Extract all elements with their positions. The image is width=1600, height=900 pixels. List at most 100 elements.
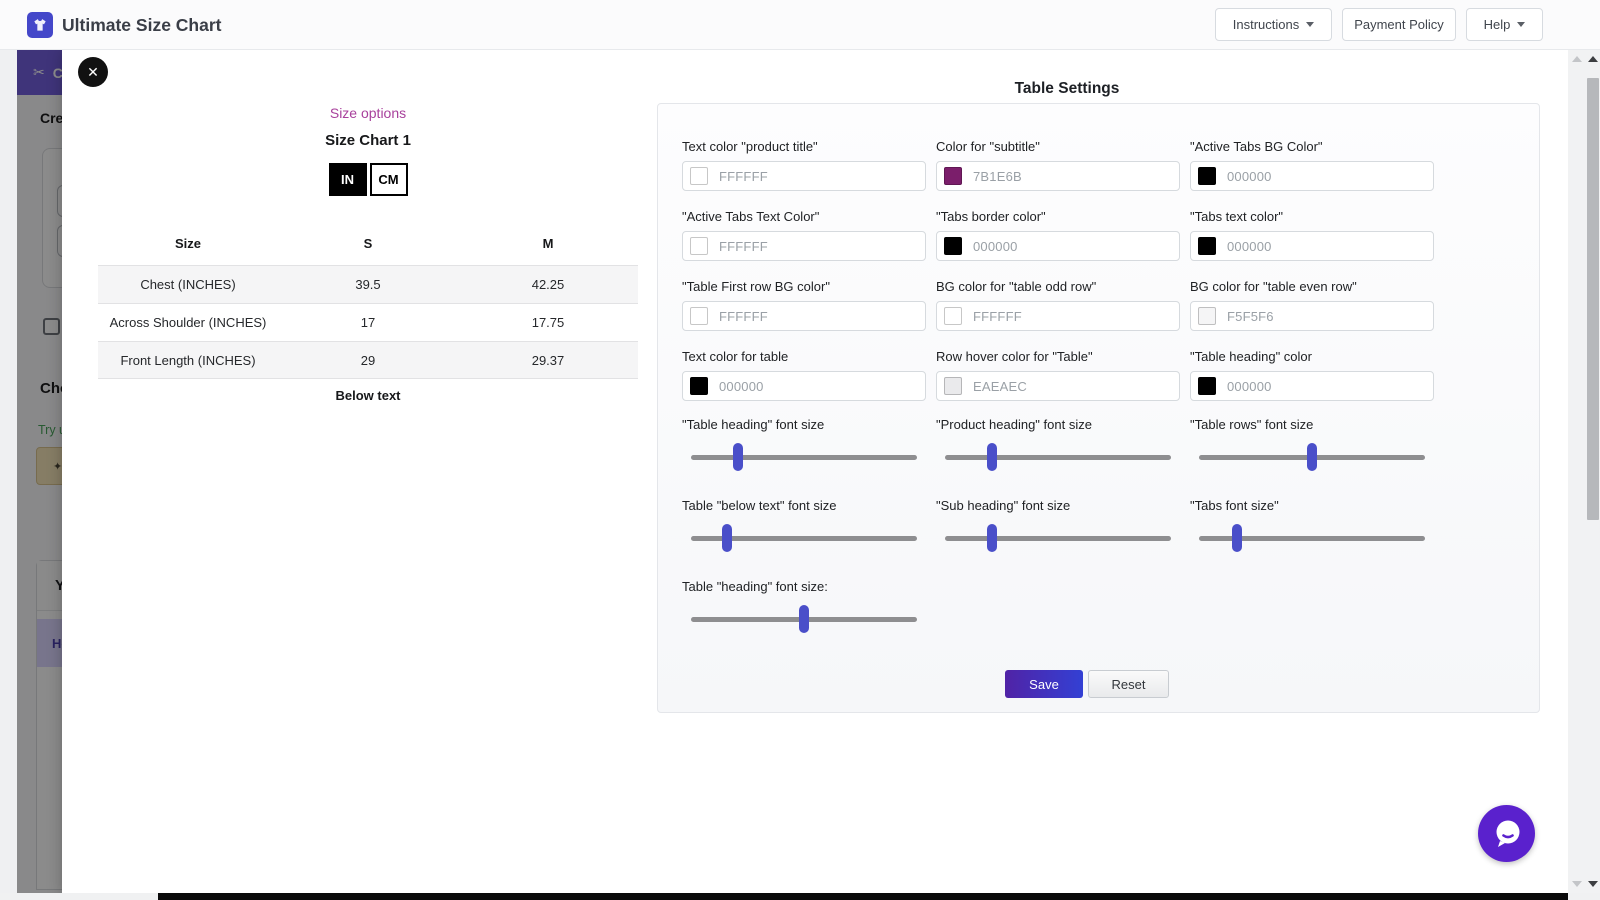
background-try-link: Try u <box>38 423 67 437</box>
save-button[interactable]: Save <box>1005 670 1083 698</box>
background-create-label: Cre <box>40 110 64 126</box>
tab-centimeters[interactable]: CM <box>369 163 408 196</box>
slider-track[interactable] <box>691 536 917 541</box>
color-hex-value: F5F5F6 <box>1227 308 1274 324</box>
settings-actions: Save Reset <box>1005 670 1169 698</box>
chevron-down-icon <box>1517 22 1526 27</box>
slider-label: Table "heading" font size: <box>682 579 828 594</box>
preview-table-body: Chest (INCHES) 39.5 42.25 Across Shoulde… <box>98 265 638 379</box>
measurement-name: Chest (INCHES) <box>140 277 236 292</box>
color-field: "Active Tabs BG Color" 000000 <box>1190 139 1434 191</box>
preview-title: Size Chart 1 <box>325 132 411 149</box>
slider-track[interactable] <box>945 455 1171 460</box>
color-field: BG color for "table odd row" FFFFFF <box>936 279 1180 331</box>
scroll-down-icon[interactable] <box>1588 881 1598 887</box>
color-field-label: "Tabs border color" <box>936 209 1046 224</box>
font-size-field: Table "heading" font size: <box>682 579 926 633</box>
scroll-up-icon[interactable] <box>1572 56 1582 62</box>
preview-table: Size S M Chest (INCHES) 39.5 42.25 Acros… <box>98 222 638 379</box>
font-size-field: Table "below text" font size <box>682 498 926 552</box>
slider-track[interactable] <box>945 536 1171 541</box>
payment-policy-button[interactable]: Payment Policy <box>1342 8 1456 41</box>
slider-label: "Table heading" font size <box>682 417 825 432</box>
color-swatch[interactable] <box>690 237 708 255</box>
color-swatch[interactable] <box>690 377 708 395</box>
font-size-field: "Table rows" font size <box>1190 417 1434 471</box>
color-input[interactable]: F5F5F6 <box>1190 301 1434 331</box>
color-hex-value: 000000 <box>973 238 1018 254</box>
close-button[interactable]: ✕ <box>78 57 108 87</box>
slider-thumb[interactable] <box>987 443 998 471</box>
font-size-slider[interactable] <box>691 443 917 471</box>
color-field: "Table heading" color 000000 <box>1190 349 1434 401</box>
color-field-label: "Active Tabs BG Color" <box>1190 139 1323 154</box>
size-s-value: 17 <box>360 315 376 330</box>
vertical-scrollbar[interactable] <box>1568 50 1600 893</box>
chat-bubble-icon <box>1496 820 1519 847</box>
color-hex-value: FFFFFF <box>719 168 768 184</box>
color-field: "Tabs border color" 000000 <box>936 209 1180 261</box>
measurement-name: Front Length (INCHES) <box>120 352 256 368</box>
color-swatch[interactable] <box>1198 307 1216 325</box>
color-swatch[interactable] <box>690 167 708 185</box>
color-field: BG color for "table even row" F5F5F6 <box>1190 279 1434 331</box>
slider-thumb[interactable] <box>987 524 998 552</box>
font-size-slider[interactable] <box>691 605 917 633</box>
color-swatch[interactable] <box>1198 377 1216 395</box>
color-fields-grid: Text color "product title" FFFFFF Color … <box>682 139 1434 401</box>
color-swatch[interactable] <box>944 167 962 185</box>
color-swatch[interactable] <box>1198 237 1216 255</box>
slider-track[interactable] <box>1199 536 1425 541</box>
scroll-up-icon[interactable] <box>1588 56 1598 62</box>
slider-thumb[interactable] <box>722 524 733 552</box>
color-input[interactable]: FFFFFF <box>936 301 1180 331</box>
color-swatch[interactable] <box>944 377 962 395</box>
color-field: "Table First row BG color" FFFFFF <box>682 279 926 331</box>
slider-thumb[interactable] <box>1232 524 1243 552</box>
color-input[interactable]: EAEAEC <box>936 371 1180 401</box>
color-field: Text color for table 000000 <box>682 349 926 401</box>
scroll-down-icon[interactable] <box>1572 881 1582 887</box>
slider-track[interactable] <box>691 455 917 460</box>
horizontal-scrollbar-thumb[interactable] <box>158 893 1568 900</box>
color-hex-value: FFFFFF <box>719 308 768 324</box>
font-size-slider[interactable] <box>1199 443 1425 471</box>
page-gutter <box>0 50 17 893</box>
table-row: Chest (INCHES) 39.5 42.25 <box>98 265 638 303</box>
color-input[interactable]: 000000 <box>682 371 926 401</box>
color-input[interactable]: 000000 <box>1190 161 1434 191</box>
color-swatch[interactable] <box>944 307 962 325</box>
column-header: Size <box>174 236 201 251</box>
horizontal-scrollbar[interactable] <box>0 893 1600 900</box>
color-swatch[interactable] <box>690 307 708 325</box>
chat-widget-button[interactable] <box>1478 805 1535 862</box>
color-input[interactable]: 000000 <box>936 231 1180 261</box>
color-input[interactable]: FFFFFF <box>682 161 926 191</box>
reset-button[interactable]: Reset <box>1088 670 1169 698</box>
slider-thumb[interactable] <box>733 443 744 471</box>
color-swatch[interactable] <box>944 237 962 255</box>
instructions-button[interactable]: Instructions <box>1215 8 1332 41</box>
color-input[interactable]: 7B1E6B <box>936 161 1180 191</box>
slider-thumb[interactable] <box>799 605 809 633</box>
color-hex-value: 000000 <box>1227 238 1272 254</box>
color-swatch[interactable] <box>1198 167 1216 185</box>
color-field: Text color "product title" FFFFFF <box>682 139 926 191</box>
color-input[interactable]: 000000 <box>1190 231 1434 261</box>
table-row: Front Length (INCHES) 29 29.37 <box>98 341 638 379</box>
font-size-slider[interactable] <box>945 524 1171 552</box>
background-choose-label: Cho <box>40 380 70 397</box>
vertical-scrollbar-thumb[interactable] <box>1587 78 1599 520</box>
color-field-label: BG color for "table odd row" <box>936 279 1097 294</box>
slider-thumb[interactable] <box>1307 443 1317 471</box>
color-input[interactable]: 000000 <box>1190 371 1434 401</box>
color-input[interactable]: FFFFFF <box>682 231 926 261</box>
color-input[interactable]: FFFFFF <box>682 301 926 331</box>
font-size-slider[interactable] <box>1199 524 1425 552</box>
slider-label: "Sub heading" font size <box>936 498 1071 513</box>
font-size-slider[interactable] <box>945 443 1171 471</box>
color-hex-value: 000000 <box>1227 378 1272 394</box>
font-size-slider[interactable] <box>691 524 917 552</box>
tab-inches[interactable]: IN <box>328 163 367 196</box>
help-button[interactable]: Help <box>1466 8 1543 41</box>
